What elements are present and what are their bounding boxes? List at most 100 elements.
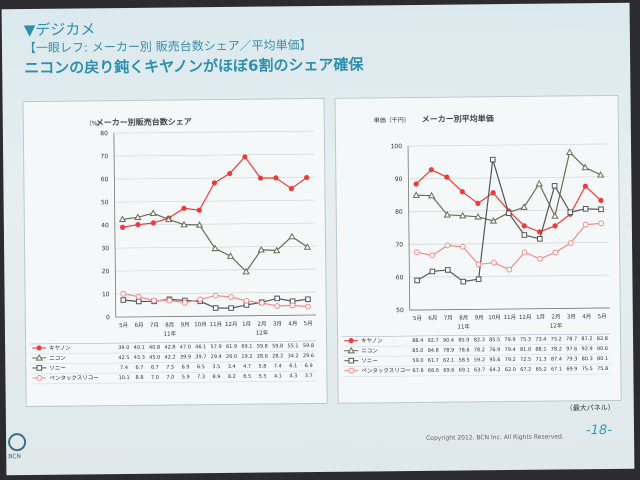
data-point bbox=[412, 191, 420, 198]
x-tick-label: 8月 bbox=[165, 322, 174, 329]
legend-label: ニコン bbox=[49, 355, 66, 362]
x-tick-label: 4月 bbox=[582, 313, 591, 320]
x-tick-label: 9月 bbox=[181, 321, 190, 328]
slide-subtitle: 【一眼レフ: メーカー別 販売台数シェア／平均単価】 bbox=[23, 38, 312, 56]
series-line bbox=[122, 212, 308, 273]
data-point bbox=[489, 217, 498, 224]
copyright: Copyright 2012. BCN Inc. All Rights Rese… bbox=[426, 433, 564, 442]
data-point bbox=[165, 215, 173, 223]
table-cell: 7.4 bbox=[120, 365, 128, 371]
table-cell: 67.1 bbox=[551, 366, 562, 372]
data-point bbox=[520, 203, 528, 210]
bcn-logo-icon bbox=[8, 433, 27, 452]
data-point bbox=[258, 300, 265, 306]
x-tick-label: 2月 bbox=[258, 321, 267, 328]
table-rule bbox=[342, 353, 611, 357]
table-rule bbox=[30, 380, 317, 385]
table-cell: 78.9 bbox=[443, 348, 454, 354]
table-cell: 6.9 bbox=[305, 363, 313, 369]
data-point bbox=[598, 197, 604, 204]
y-axis-label: 単価（千円） bbox=[374, 116, 410, 124]
x-tick-label: 12月 bbox=[225, 321, 238, 328]
table-cell: 59.8 bbox=[303, 343, 314, 349]
gridline bbox=[408, 176, 609, 180]
table-cell: 43.3 bbox=[134, 355, 145, 361]
x-tick-label: 9月 bbox=[475, 314, 484, 321]
data-point bbox=[304, 174, 310, 181]
table-cell: 29.6 bbox=[303, 353, 314, 359]
legend-label: ソニー bbox=[49, 365, 66, 372]
data-point bbox=[413, 181, 419, 187]
data-point bbox=[228, 305, 234, 311]
table-cell: 42.5 bbox=[118, 355, 129, 361]
table-cell: 6.7 bbox=[135, 365, 143, 371]
x-tick-label: 6月 bbox=[134, 322, 143, 329]
table-cell: 63.7 bbox=[474, 367, 485, 373]
table-cell: 82.3 bbox=[474, 337, 485, 343]
table-cell: 85.0 bbox=[412, 348, 423, 354]
data-point bbox=[151, 297, 157, 304]
table-cell: 8.2 bbox=[228, 374, 236, 380]
y-tick-label: 90 bbox=[395, 176, 403, 183]
series-line bbox=[416, 222, 602, 271]
data-point bbox=[303, 243, 312, 250]
data-point bbox=[537, 255, 543, 262]
x-tick-label: 11月 bbox=[210, 321, 223, 328]
table-cell: 59.2 bbox=[474, 357, 485, 363]
data-point bbox=[552, 223, 558, 229]
table-cell: 79.9 bbox=[504, 337, 515, 343]
table-cell: 10.1 bbox=[119, 375, 130, 381]
y-tick-label: 70 bbox=[100, 153, 108, 160]
table-rule bbox=[30, 360, 317, 365]
y-tick-label: 10 bbox=[102, 291, 110, 298]
x-tick-label: 3月 bbox=[273, 320, 282, 327]
price-chart: 単価（千円） 50 60 70 80 90 100 5月 6月 7月 8月 9月 10月 11月 12月 1月… bbox=[342, 116, 611, 377]
data-point bbox=[211, 244, 219, 252]
page-number: -18- bbox=[585, 422, 613, 439]
table-cell: 80.1 bbox=[597, 356, 608, 362]
y-tick-label: 100 bbox=[391, 143, 403, 150]
y-tick-label: 80 bbox=[100, 130, 108, 137]
table-cell: 7.0 bbox=[166, 375, 174, 381]
data-point bbox=[228, 294, 234, 300]
data-point bbox=[181, 205, 187, 211]
price-chart-panel: メーカー別平均単価 単価（千円） 50 60 70 80 90 100 5月 6月 7月 8月 9月 1… bbox=[334, 94, 622, 404]
y-axis bbox=[407, 146, 411, 311]
y-tick-label: 30 bbox=[101, 245, 109, 252]
x-tick-label: 1月 bbox=[242, 321, 251, 328]
table-cell: 90.6 bbox=[597, 346, 608, 352]
x-tick-label: 6月 bbox=[428, 315, 437, 322]
table-cell: 69.6 bbox=[443, 368, 454, 374]
table-cell: 69.1 bbox=[459, 367, 470, 373]
slide: ▼デジカメ 【一眼レフ: メーカー別 販売台数シェア／平均単価】 ニコンの戻り鈍… bbox=[1, 2, 635, 476]
data-point bbox=[257, 175, 264, 181]
data-point bbox=[149, 209, 157, 216]
table-cell: 66.6 bbox=[428, 368, 439, 374]
data-point bbox=[429, 268, 436, 275]
table-cell: 61.9 bbox=[226, 344, 237, 350]
data-point bbox=[551, 183, 558, 189]
table-cell: 75.8 bbox=[597, 366, 608, 372]
table-cell: 6.1 bbox=[289, 363, 297, 369]
gridline bbox=[114, 153, 315, 157]
table-cell: 4.3 bbox=[289, 373, 297, 379]
table-cell: 40.8 bbox=[149, 345, 160, 351]
table-cell: 79.2 bbox=[505, 357, 516, 363]
table-cell: 69.9 bbox=[566, 366, 577, 372]
table-cell: 55.1 bbox=[287, 343, 298, 349]
data-point bbox=[180, 220, 188, 228]
table-cell: 8.9 bbox=[212, 374, 220, 380]
data-point bbox=[135, 293, 142, 300]
data-point bbox=[166, 297, 173, 304]
x-tick-label: 10月 bbox=[488, 314, 501, 321]
data-point bbox=[460, 278, 467, 285]
table-cell: 7.5 bbox=[166, 365, 174, 371]
series-line bbox=[122, 155, 308, 228]
table-cell: 75.5 bbox=[582, 366, 593, 372]
gridline bbox=[408, 143, 609, 147]
data-point bbox=[444, 174, 450, 180]
legend-label: キヤノン bbox=[361, 338, 383, 344]
gridline bbox=[409, 242, 610, 245]
table-cell: 28.2 bbox=[272, 353, 283, 359]
table-cell: 67.6 bbox=[412, 368, 423, 374]
